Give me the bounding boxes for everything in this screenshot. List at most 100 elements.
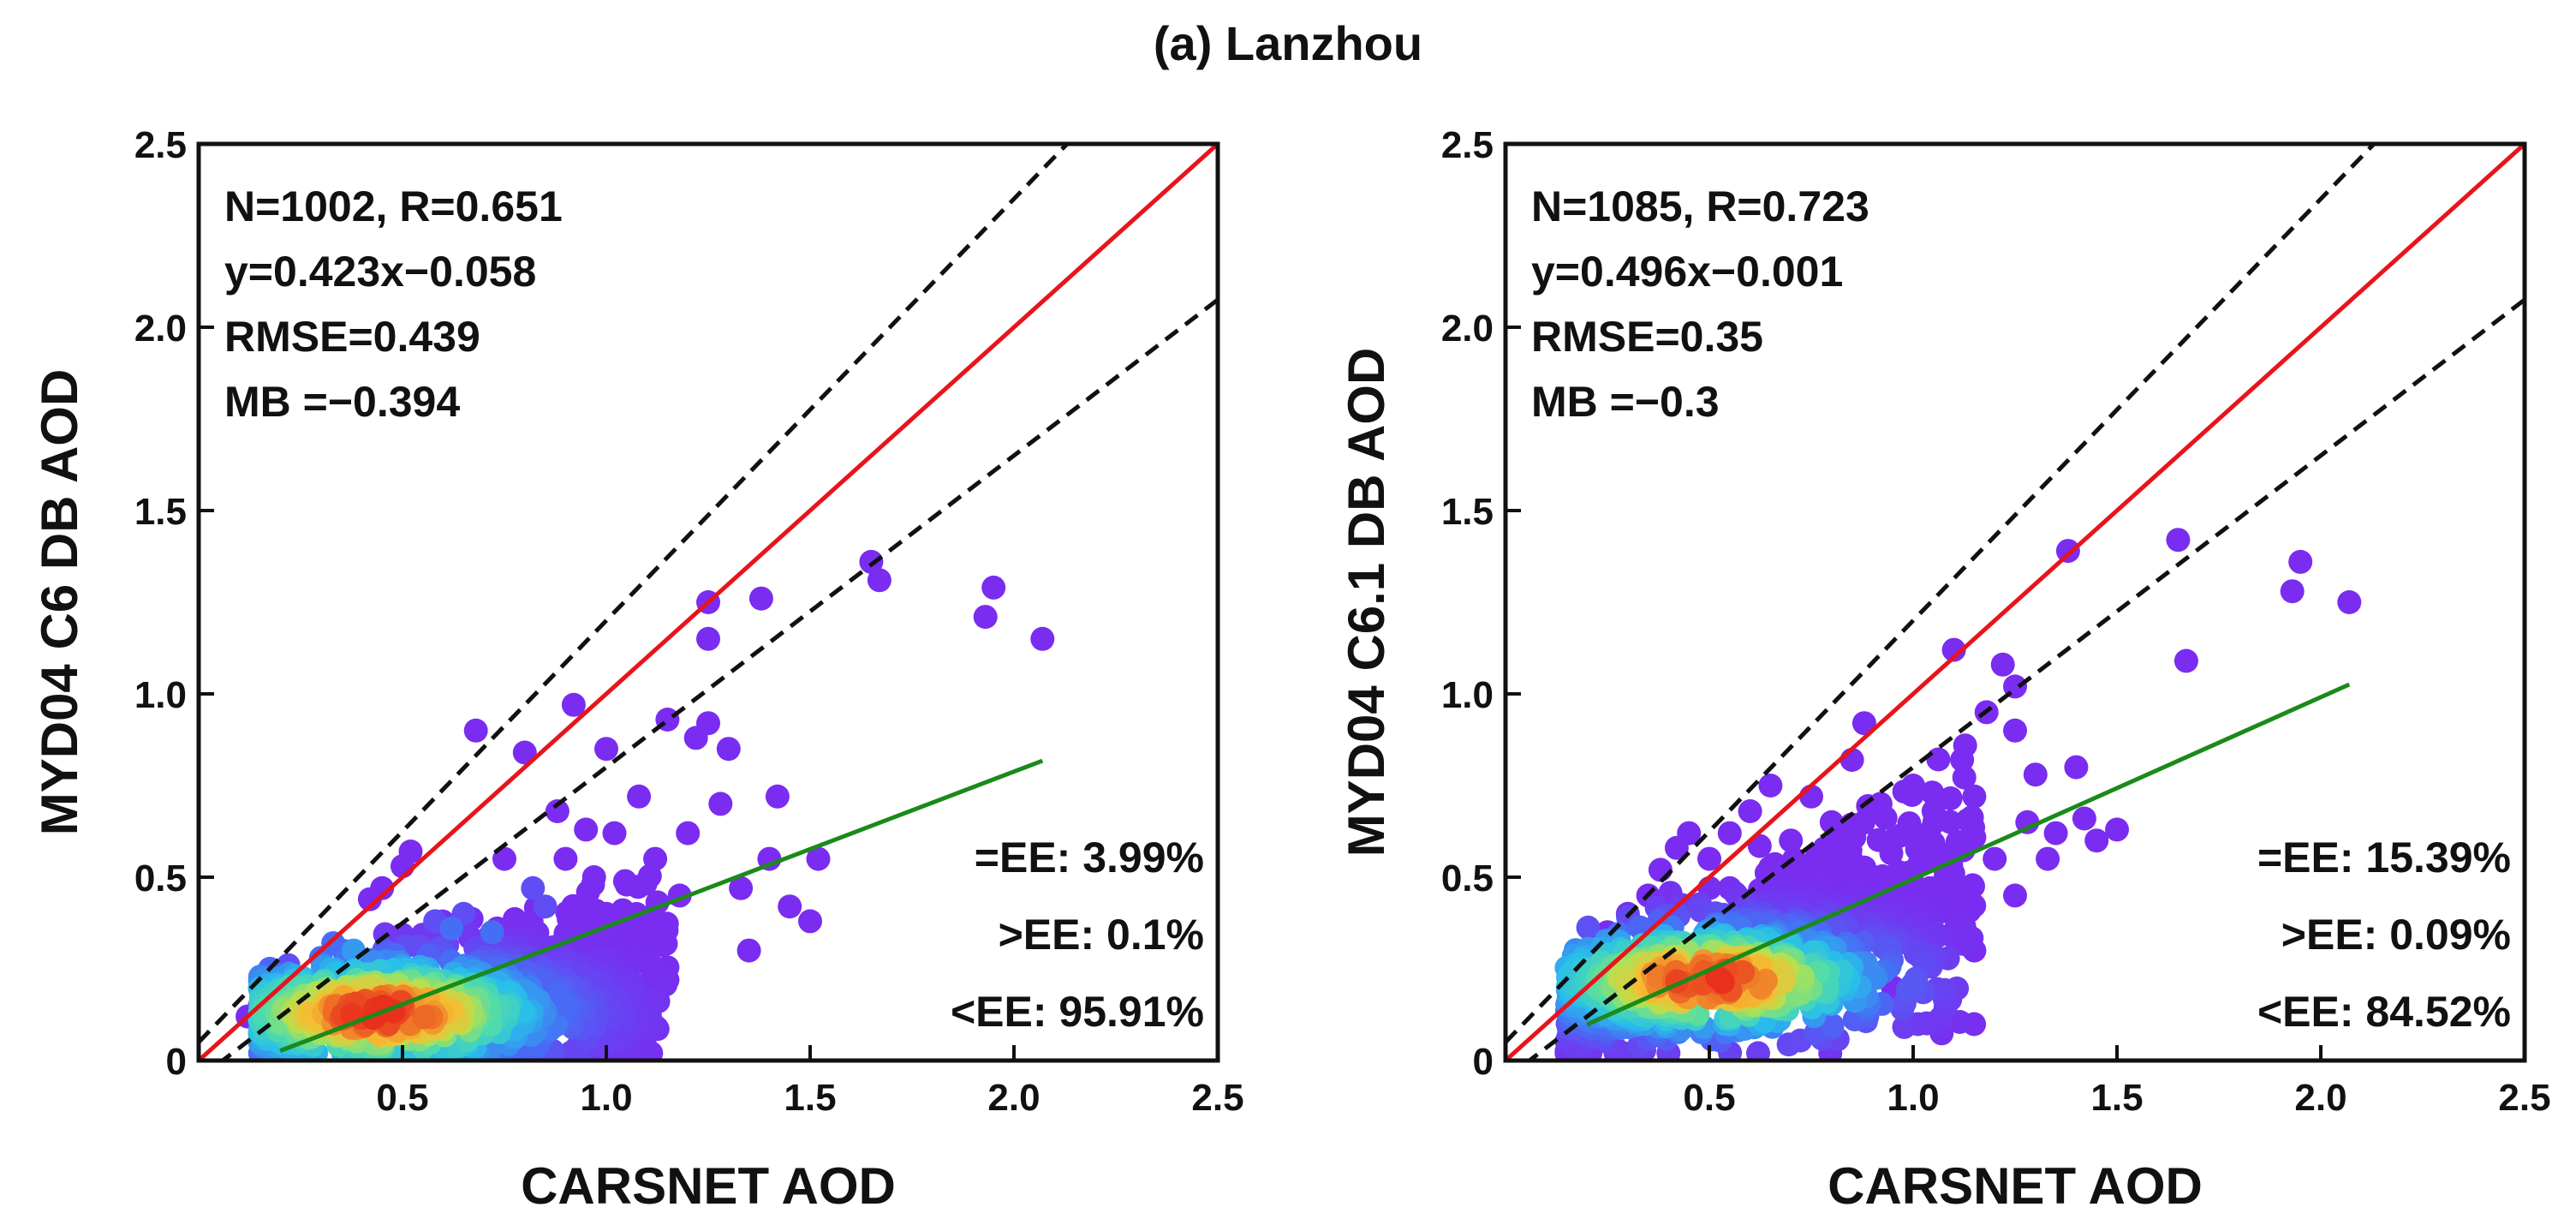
scatter-point	[626, 875, 651, 899]
y-axis-title: MYD04 C6 DB AOD	[31, 369, 88, 836]
scatter-point	[594, 737, 618, 762]
scatter-point	[1952, 765, 1977, 790]
y-tick-label: 0	[166, 1041, 187, 1083]
scatter-point	[638, 968, 663, 993]
x-tick-label: 0.5	[1683, 1077, 1735, 1119]
scatter-point	[321, 931, 346, 955]
scatter-point	[1926, 747, 1951, 772]
scatter-point	[867, 568, 891, 593]
ee-stat-line: <EE: 84.52%	[2257, 988, 2511, 1036]
y-tick-label: 2.0	[1441, 308, 1494, 350]
scatter-point	[1920, 780, 1945, 805]
scatter-point	[798, 909, 822, 934]
scatter-point	[1820, 1013, 1845, 1037]
x-tick-label: 2.5	[1191, 1077, 1243, 1119]
scatter-point	[545, 799, 569, 823]
y-tick-label: 0.5	[134, 858, 187, 899]
scatter-point	[748, 586, 773, 611]
regression-line	[279, 758, 1044, 1053]
x-tick-label: 1.5	[2090, 1077, 2143, 1119]
scatter-point	[2036, 846, 2060, 871]
scatter-point	[806, 846, 831, 871]
scatter-point	[2015, 810, 2040, 834]
stat-line: y=0.423x−0.058	[224, 248, 536, 296]
figure-title: (a) Lanzhou	[1154, 16, 1422, 70]
scatter-point	[1677, 821, 1702, 846]
scatter-point	[716, 737, 741, 762]
stat-line: y=0.496x−0.001	[1531, 248, 1843, 296]
scatter-point	[627, 784, 652, 809]
y-tick-label: 1.5	[1441, 491, 1494, 533]
x-axis-title: CARSNET AOD	[1828, 1157, 2203, 1215]
scatter-point	[602, 821, 627, 846]
y-tick-label: 0.5	[1441, 858, 1494, 899]
scatter-point	[1697, 846, 1721, 871]
y-axis-title: MYD04 C6.1 DB AOD	[1338, 348, 1395, 858]
scatter-point	[696, 711, 720, 736]
scatter-panel-right: 0.5 1.0 1.5 2.0 2.5 0 0.5 1.0 1.5 2.0 2.5 CARSNET A…	[1338, 124, 2551, 1215]
x-tick-label: 0.5	[376, 1077, 428, 1119]
scatter-point	[558, 1040, 583, 1061]
plot-area	[199, 144, 1218, 1061]
scatter-point	[463, 718, 488, 743]
y-tick-label: 2.5	[1441, 124, 1494, 166]
scatter-point	[2288, 549, 2313, 574]
scatter-point	[1873, 805, 1898, 830]
scatter-point	[521, 875, 546, 900]
scatter-point	[2003, 883, 2027, 908]
scatter-point	[1576, 915, 1601, 940]
scatter-point	[973, 605, 998, 630]
scatter-point	[480, 920, 504, 945]
x-tick-label: 2.5	[2498, 1077, 2550, 1119]
scatter-point	[2174, 648, 2198, 673]
scatter-point	[412, 1005, 437, 1030]
stat-line: N=1002, R=0.651	[224, 182, 563, 230]
scatter-point	[398, 840, 423, 863]
plot-frame	[1503, 141, 2527, 1063]
scatter-point	[1746, 1041, 1770, 1061]
scatter-point	[2337, 590, 2362, 614]
one-to-one-line	[199, 144, 1218, 1061]
stat-line: RMSE=0.35	[1531, 313, 1763, 361]
scatter-point	[729, 875, 754, 900]
scatter-point	[2055, 539, 2080, 564]
scatter-point	[1892, 1014, 1917, 1039]
y-tick-label: 2.5	[134, 124, 187, 166]
scatter-point	[696, 626, 720, 651]
scatter-point	[2280, 579, 2305, 604]
scatter-point	[2023, 762, 2048, 787]
scatter-point	[1852, 711, 1876, 736]
stat-line: MB =−0.394	[224, 378, 460, 426]
scatter-point	[736, 938, 761, 963]
ee-lower-line	[1525, 297, 2525, 1061]
scatter-point	[492, 846, 516, 871]
ee-upper-line	[1506, 144, 2377, 1044]
regression-line	[1586, 682, 2351, 1027]
scatter-point	[1983, 846, 2007, 871]
scatter-point	[1738, 799, 1762, 823]
ee-stat-line: <EE: 95.91%	[951, 988, 1204, 1036]
scatter-point	[2064, 755, 2089, 780]
scatter-point	[708, 792, 733, 816]
ee-lower-line	[218, 297, 1218, 1061]
y-tick-label: 2.0	[134, 308, 187, 350]
stat-line: N=1085, R=0.723	[1531, 182, 1869, 230]
scatter-point	[2003, 718, 2027, 743]
scatter-point	[1953, 733, 1977, 758]
x-tick-label: 2.0	[987, 1077, 1040, 1119]
plot-frame	[196, 141, 1220, 1063]
scatter-point	[439, 916, 464, 941]
y-tick-label: 1.0	[1441, 674, 1494, 716]
x-tick-label: 1.0	[1887, 1077, 1939, 1119]
scatter-point	[561, 692, 586, 717]
scatter-point	[2072, 806, 2096, 831]
scatter-point	[2084, 828, 2109, 853]
ee-stat-line: >EE: 0.1%	[999, 911, 1204, 959]
scatter-point	[2043, 821, 2068, 846]
ee-upper-line	[199, 144, 1070, 1044]
y-tick-label: 1.0	[134, 674, 187, 716]
scatter-point	[1779, 828, 1804, 853]
scatter-point	[512, 740, 537, 765]
scatter-point	[1895, 977, 1920, 1002]
